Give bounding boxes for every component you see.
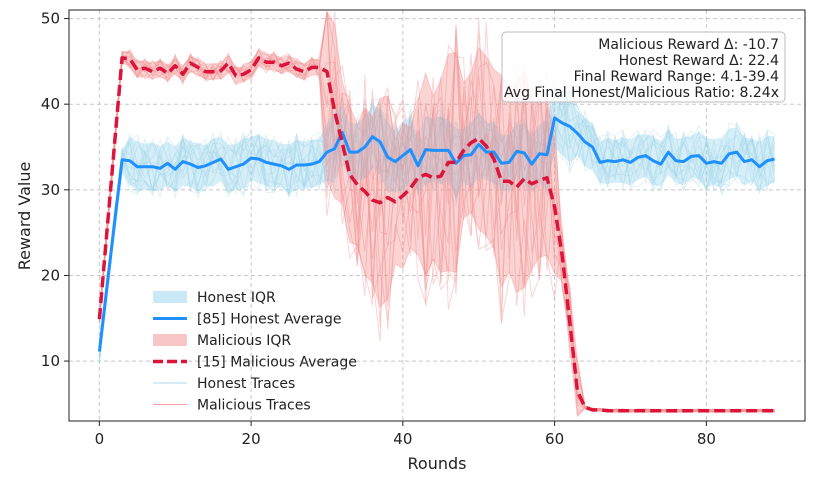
x-tick-label: 80 [697, 430, 716, 448]
malicious-trace [98, 11, 775, 413]
honest-trace [98, 92, 776, 360]
x-tick-label: 0 [95, 430, 105, 448]
legend-swatch [153, 291, 187, 303]
legend-label: Honest IQR [197, 290, 276, 306]
legend-label: Honest Traces [197, 376, 295, 392]
honest-trace [98, 108, 776, 364]
malicious-trace [98, 11, 775, 413]
y-tick-label: 40 [41, 95, 60, 113]
x-ticks: 0 20 40 60 80 [95, 421, 716, 448]
y-tick-label: 20 [41, 266, 60, 284]
x-axis-title: Rounds [408, 454, 467, 473]
malicious-trace [98, 22, 775, 413]
x-tick-label: 20 [242, 430, 261, 448]
honest-trace [98, 92, 775, 341]
annotation-line: Malicious Reward Δ: -10.7 [598, 37, 779, 53]
legend-swatch [153, 334, 187, 346]
honest-trace [98, 119, 776, 358]
malicious-iqr-band [98, 10, 776, 418]
iqr-bands [98, 10, 776, 418]
legend: Honest IQR [85] Honest Average Malicious I… [153, 290, 357, 414]
legend-label: Malicious IQR [197, 333, 291, 349]
malicious-trace [98, 11, 775, 414]
malicious-trace [98, 11, 775, 413]
malicious-trace [98, 50, 775, 416]
plot-frame [68, 9, 806, 422]
series-lines [97, 56, 775, 413]
honest-average-line [97, 116, 775, 352]
legend-label: [85] Honest Average [197, 312, 342, 328]
grid-lines [69, 10, 805, 421]
stats-annotation: Malicious Reward Δ: -10.7 Honest Reward … [501, 31, 786, 103]
annotation-line: Avg Final Honest/Malicious Ratio: 8.24x [504, 85, 779, 101]
y-tick-label: 10 [41, 352, 60, 370]
malicious-trace [98, 50, 775, 413]
honest-iqr-band [99, 87, 775, 362]
malicious-average-line [97, 56, 775, 413]
legend-label: [15] Malicious Average [197, 355, 357, 371]
annotation-box [501, 31, 786, 103]
legend-label: Malicious Traces [197, 398, 311, 414]
y-tick-label: 50 [41, 10, 60, 28]
honest-trace [98, 90, 775, 346]
honest-trace [98, 104, 775, 362]
annotation-line: Honest Reward Δ: 22.4 [619, 53, 779, 69]
y-tick-label: 30 [41, 181, 60, 199]
honest-trace [98, 88, 776, 353]
honest-trace [98, 85, 776, 365]
x-tick-label: 60 [545, 430, 564, 448]
honest-trace [98, 85, 775, 361]
malicious-trace [98, 47, 775, 413]
annotation-line: Final Reward Range: 4.1-39.4 [574, 69, 779, 85]
y-ticks: 10 20 30 40 50 [41, 10, 69, 370]
x-tick-label: 40 [393, 430, 412, 448]
y-axis-title: Reward Value [15, 162, 34, 271]
honest-trace [98, 88, 776, 352]
honest-trace [98, 87, 776, 358]
honest-trace [98, 93, 776, 340]
